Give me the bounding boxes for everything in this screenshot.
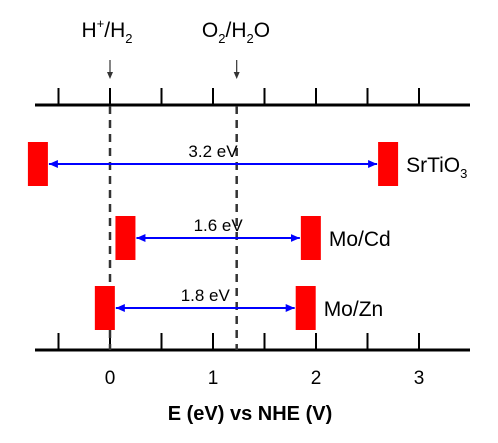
bandgap-label: 1.6 eV (194, 216, 244, 235)
bandgap-label: 1.8 eV (181, 286, 231, 305)
conduction-band-box (27, 142, 48, 186)
axis-title: E (eV) vs NHE (V) (168, 403, 332, 425)
material-label: Mo/Cd (329, 228, 391, 251)
conduction-band-box (94, 286, 115, 330)
pointer-arrow-head (107, 72, 113, 79)
tick-label: 2 (311, 368, 322, 389)
material-label: SrTiO3 (406, 154, 467, 181)
material-label: Mo/Zn (324, 298, 384, 321)
tick-label: 1 (208, 368, 219, 389)
conduction-band-box (115, 216, 136, 260)
pointer-arrow-head (233, 72, 240, 79)
tick-label: 3 (414, 368, 425, 389)
reference-label-h2: H+/H2 (82, 16, 133, 46)
reference-label-o2: O2/H2O (202, 19, 270, 46)
valence-band-box (300, 216, 321, 260)
valence-band-box (378, 142, 399, 186)
bandgap-label: 3.2 eV (188, 142, 238, 161)
tick-label: 0 (105, 368, 116, 389)
valence-band-box (295, 286, 316, 330)
